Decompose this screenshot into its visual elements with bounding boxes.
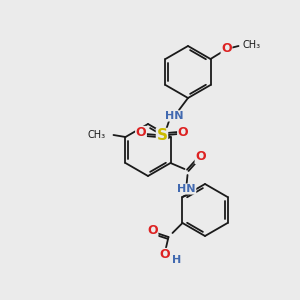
Text: CH₃: CH₃ bbox=[242, 40, 261, 50]
Text: HN: HN bbox=[177, 184, 196, 194]
Text: O: O bbox=[159, 248, 170, 262]
Text: O: O bbox=[147, 224, 158, 238]
Text: H: H bbox=[172, 255, 182, 265]
Text: CH₃: CH₃ bbox=[87, 130, 106, 140]
Text: O: O bbox=[195, 151, 206, 164]
Text: O: O bbox=[178, 127, 188, 140]
Text: O: O bbox=[136, 127, 146, 140]
Text: S: S bbox=[157, 128, 167, 143]
Text: HN: HN bbox=[165, 111, 183, 121]
Text: O: O bbox=[221, 43, 232, 56]
